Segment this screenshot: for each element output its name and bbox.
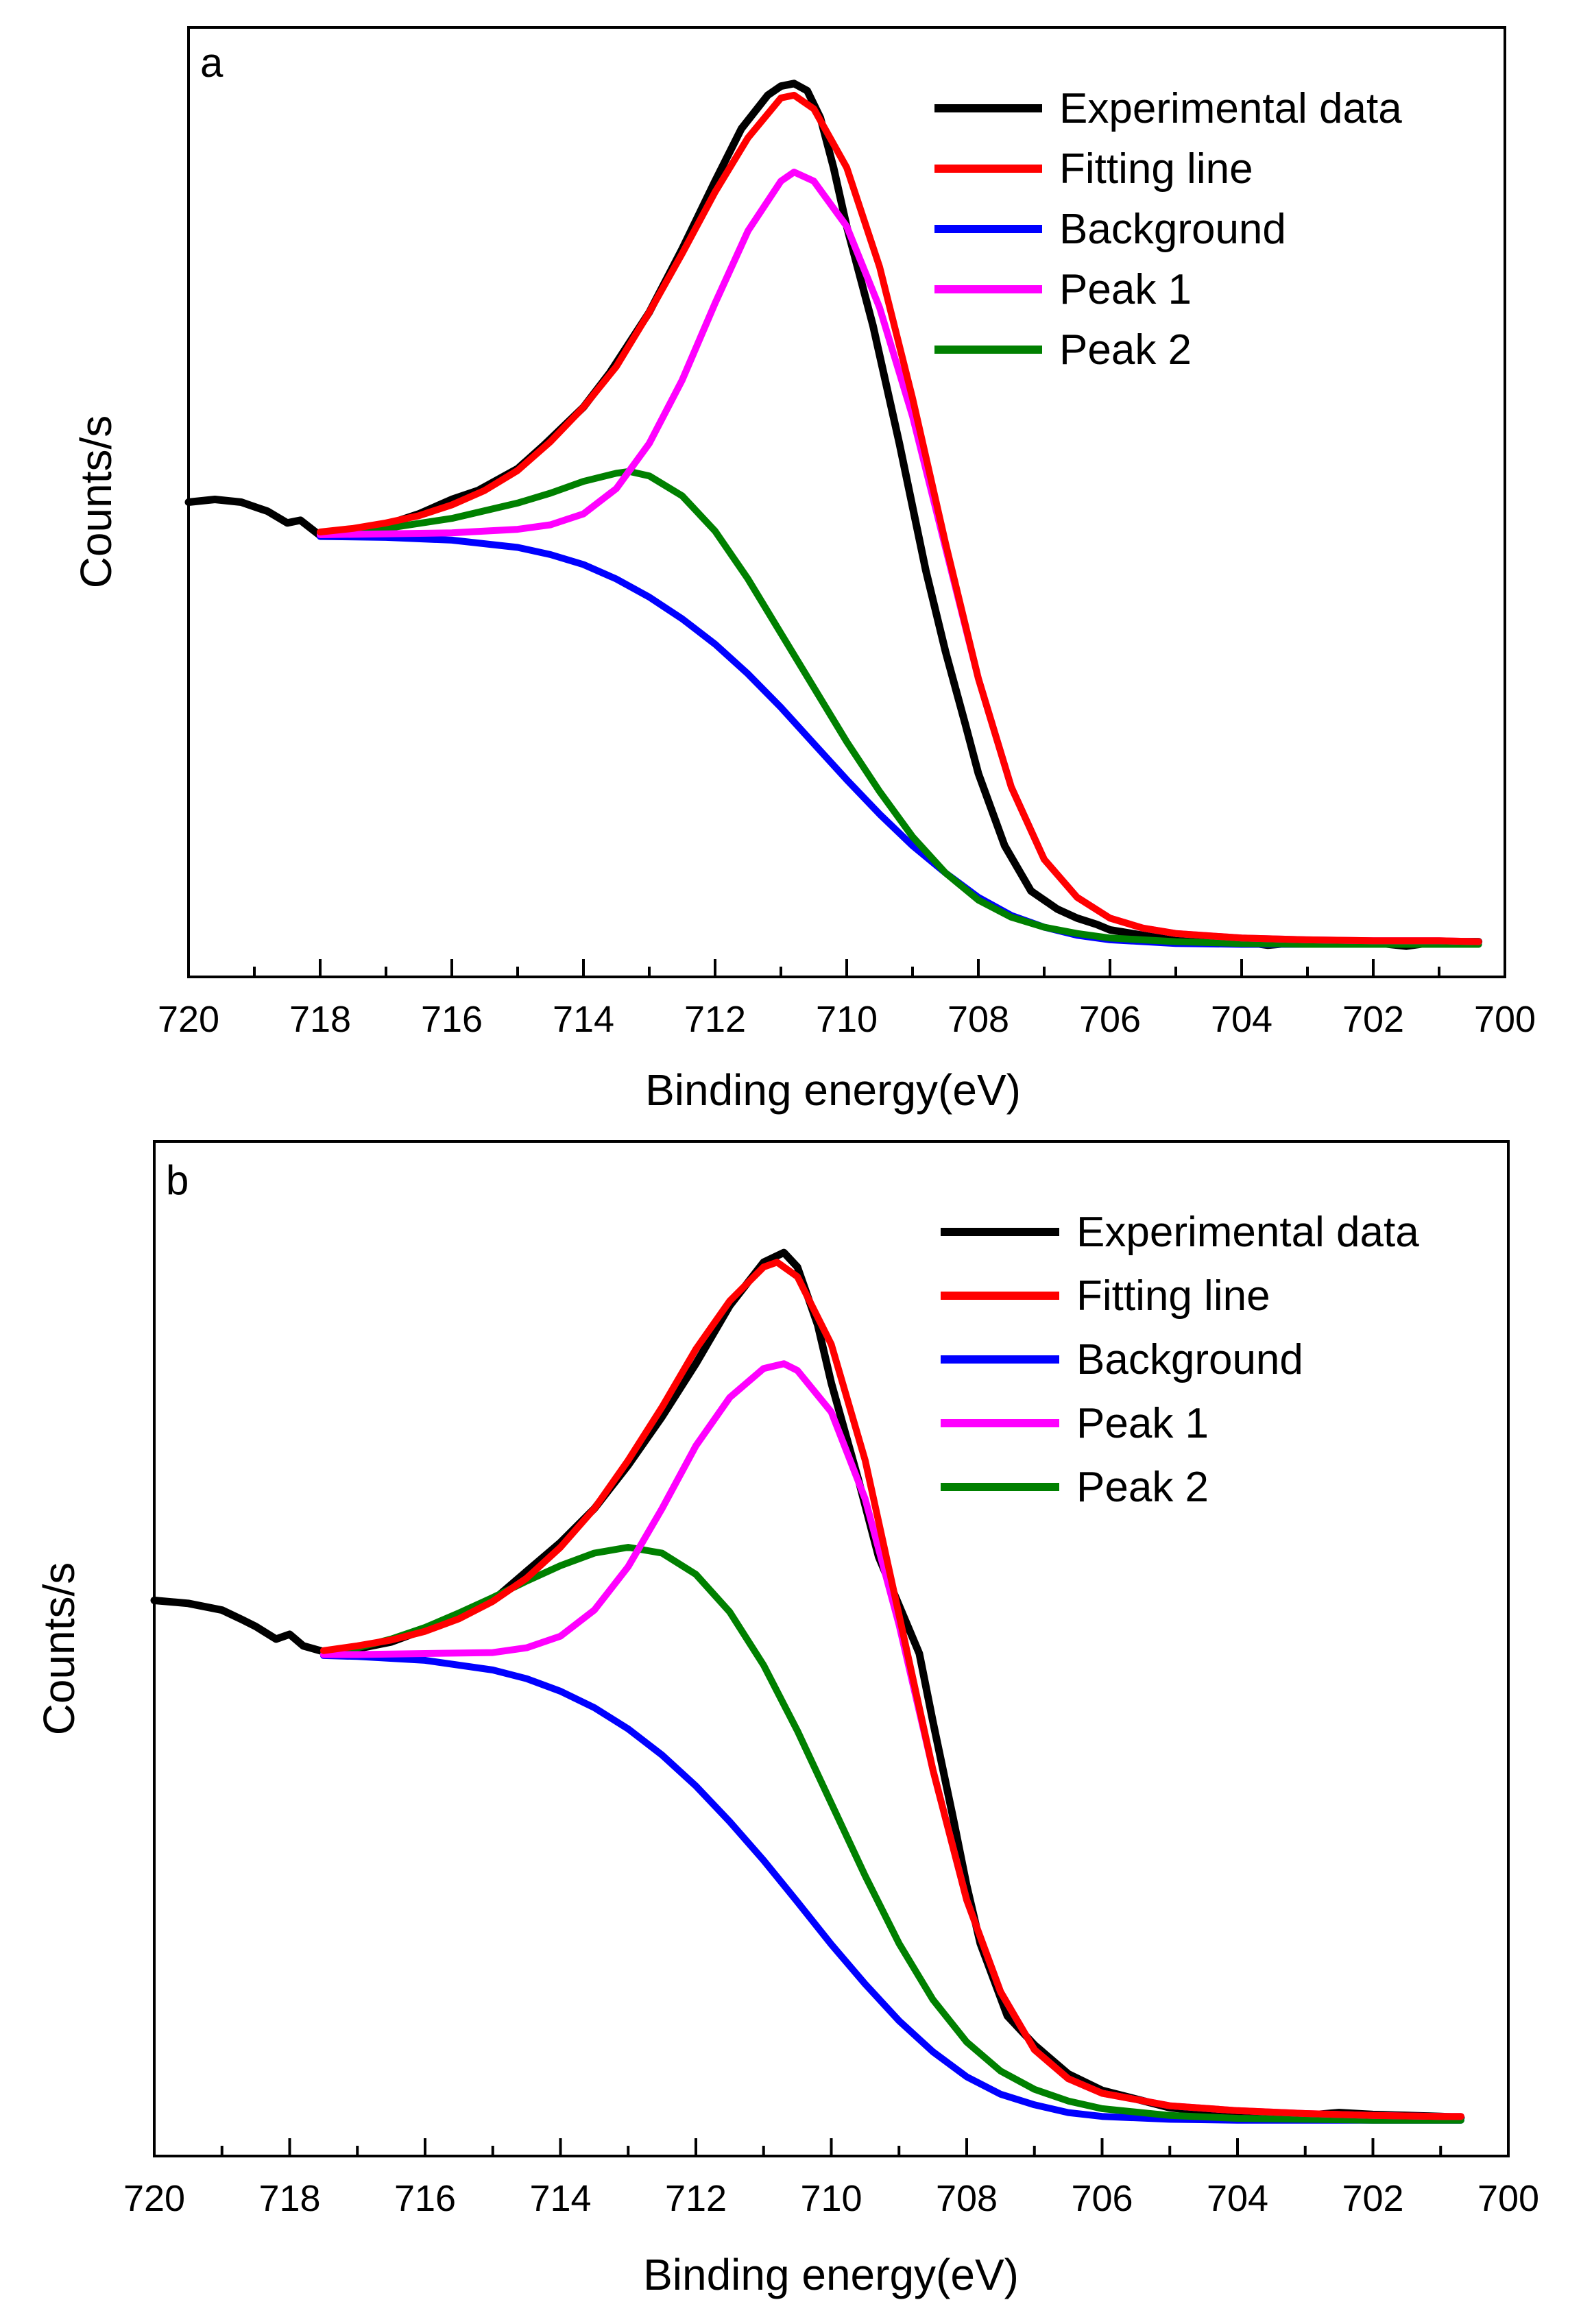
x-tick-label: 706 [1079, 999, 1141, 1040]
panel-label-b: b [166, 1157, 189, 1203]
series-lines-a [184, 80, 1483, 950]
panel-b: b 720 718 716 714 712 710 708 706 704 70… [34, 1140, 1539, 2299]
panel-a: a 720 718 716 714 712 710 708 706 704 70… [71, 26, 1536, 1115]
x-tick-label: 712 [665, 2178, 727, 2219]
x-tick-label: 702 [1342, 2178, 1403, 2219]
x-tick-label: 704 [1207, 2178, 1268, 2219]
x-tick-labels-a: 720 718 716 714 712 710 708 706 704 702 … [158, 999, 1536, 1040]
series-lines-b [150, 1248, 1465, 2124]
legend-label-peak-2: Peak 2 [1076, 1464, 1209, 1511]
x-axis-ticks-b [153, 2138, 1510, 2156]
series-line-background [317, 533, 1482, 948]
series-line-peak-1 [317, 169, 1482, 945]
panel-label-a: a [200, 40, 224, 86]
x-tick-label: 710 [800, 2178, 862, 2219]
x-axis-title-b: Binding energy(eV) [643, 2250, 1019, 2299]
x-tick-label: 708 [936, 2178, 998, 2219]
series-line-peak-2 [317, 468, 1482, 948]
x-tick-label: 716 [421, 999, 483, 1040]
x-axis-title-a: Binding energy(eV) [645, 1065, 1021, 1115]
y-axis-title-b: Counts/s [34, 1562, 84, 1736]
series-line-fitting-line [317, 91, 1482, 945]
legend-a: Experimental data Fitting line Backgroun… [934, 85, 1402, 374]
x-tick-label: 718 [289, 999, 351, 1040]
y-axis-title-a: Counts/s [71, 415, 121, 589]
legend-label-peak-1: Peak 1 [1076, 1400, 1209, 1447]
legend-label-peak-2: Peak 2 [1059, 326, 1192, 374]
legend-label-background: Background [1076, 1336, 1303, 1383]
x-tick-label: 704 [1211, 999, 1272, 1040]
x-tick-label: 700 [1477, 2178, 1539, 2219]
x-tick-label: 710 [816, 999, 878, 1040]
x-tick-label: 714 [529, 2178, 591, 2219]
x-tick-label: 712 [684, 999, 746, 1040]
x-tick-label: 718 [258, 2178, 320, 2219]
x-axis-ticks-a [187, 959, 1506, 977]
x-tick-label: 716 [394, 2178, 456, 2219]
x-tick-label: 708 [948, 999, 1009, 1040]
x-tick-label: 706 [1071, 2178, 1133, 2219]
legend-label-experimental-data: Experimental data [1076, 1209, 1419, 1256]
legend-label-fitting-line: Fitting line [1059, 145, 1253, 193]
x-tick-label: 720 [123, 2178, 185, 2219]
legend-label-background: Background [1059, 206, 1286, 253]
legend-label-fitting-line: Fitting line [1076, 1272, 1270, 1320]
x-tick-label: 700 [1474, 999, 1536, 1040]
legend-b: Experimental data Fitting line Backgroun… [941, 1209, 1419, 1511]
series-line-background [319, 1651, 1464, 2124]
x-tick-label: 714 [553, 999, 614, 1040]
legend-label-peak-1: Peak 1 [1059, 266, 1192, 313]
x-tick-label: 720 [158, 999, 219, 1040]
x-tick-labels-b: 720 718 716 714 712 710 708 706 704 702 … [123, 2178, 1539, 2219]
legend-label-experimental-data: Experimental data [1059, 85, 1402, 132]
x-tick-label: 702 [1342, 999, 1404, 1040]
series-line-peak-2 [319, 1544, 1464, 2124]
series-line-peak-1 [319, 1360, 1464, 2120]
series-line-fitting-line [319, 1259, 1464, 2120]
